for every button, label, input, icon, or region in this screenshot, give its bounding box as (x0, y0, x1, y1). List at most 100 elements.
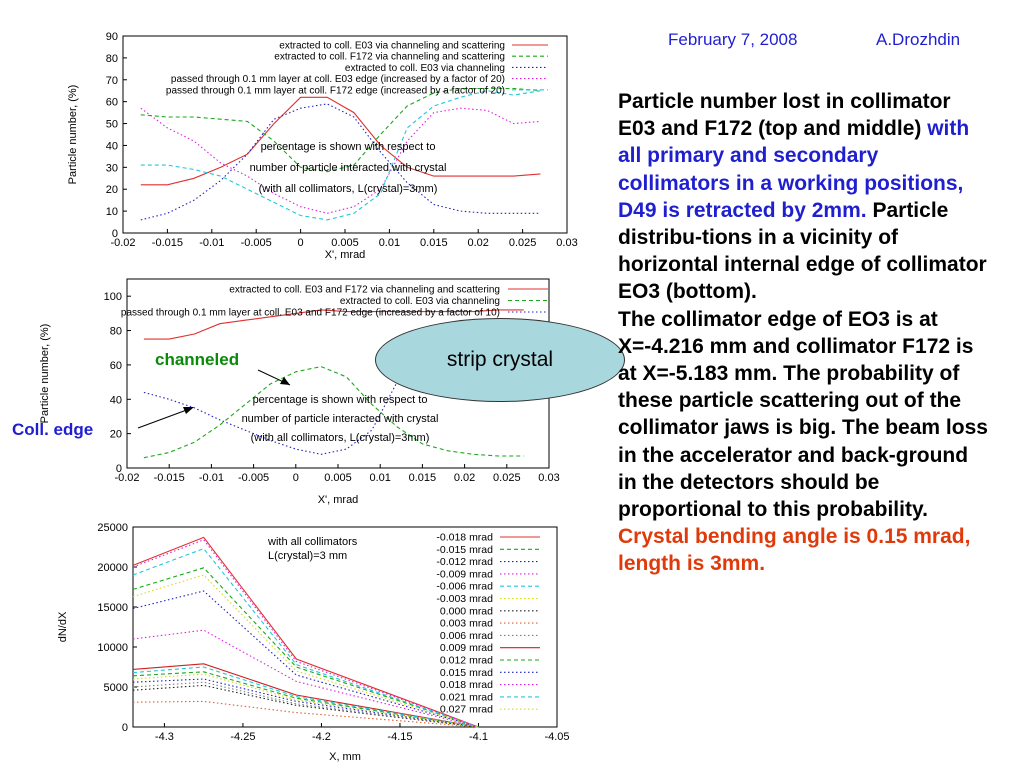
x-tick-label: 0.025 (493, 472, 521, 484)
y-tick-label: 40 (106, 140, 118, 152)
series-line (140, 103, 541, 221)
x-tick-label: -0.02 (110, 237, 135, 249)
x-tick-label: -0.01 (199, 237, 224, 249)
y-tick-label: 0 (112, 228, 118, 240)
series-line (132, 547, 479, 728)
series-line (140, 107, 541, 214)
y-tick-label: 80 (110, 326, 122, 338)
chart-annotation: number of particle interacted with cryst… (250, 162, 447, 174)
x-tick-label: 0.01 (369, 472, 390, 484)
y-tick-label: 70 (106, 75, 118, 87)
channeled-arrow (257, 369, 291, 386)
x-tick-label: -0.005 (238, 472, 269, 484)
x-tick-label: -0.02 (114, 472, 139, 484)
date-header: February 7, 2008 (668, 30, 798, 49)
chart-annotation: percentage is shown with respect to (261, 141, 436, 153)
legend-label: 0.018 mrad (440, 679, 493, 691)
series-line (132, 671, 479, 728)
y-tick-label: 10 (106, 206, 118, 218)
x-tick-label: -4.25 (230, 731, 255, 743)
x-tick-label: 0.015 (409, 472, 437, 484)
legend-label: extracted to coll. E03 via channeling (340, 296, 500, 307)
y-tick-label: 100 (104, 291, 122, 303)
chart-annotation: number of particle interacted with cryst… (242, 413, 439, 425)
legend-label: extracted to coll. F172 via channeling a… (274, 52, 505, 63)
series-line (140, 96, 541, 186)
chart-annotation: (with all collimators, L(crystal)=3mm) (251, 432, 430, 444)
y-axis-label: Particle number, (%) (67, 85, 79, 185)
y-tick-label: 10000 (97, 642, 128, 654)
x-tick-label: 0.03 (556, 237, 577, 249)
strip-crystal-callout: strip crystal (375, 318, 625, 402)
legend-label: 0.021 mrad (440, 691, 493, 703)
x-tick-label: -4.3 (155, 731, 174, 743)
chart-middle: -0.02 -0.015 -0.01 -0.005 0 0.005 0.01 0.015 0.0… (39, 278, 560, 506)
legend-label: -0.015 mrad (436, 544, 493, 556)
x-tick-label: 0.01 (379, 237, 400, 249)
chart-annotation: (with all collimators, L(crystal)=3mm) (259, 183, 438, 195)
series-line (140, 90, 541, 221)
x-tick-label: 0.02 (454, 472, 475, 484)
series-line (132, 666, 479, 728)
y-tick-label: 20 (106, 184, 118, 196)
strip-crystal-label: strip crystal (446, 348, 554, 371)
y-tick-label: 15000 (97, 602, 128, 614)
series-line (132, 567, 479, 728)
y-axis-label: Particle number, (%) (39, 324, 51, 424)
legend-label: passed through 0.1 mm layer at coll. E03… (121, 308, 500, 319)
series-line (132, 536, 479, 728)
channeled-label: channeled (155, 350, 240, 369)
legend-label: -0.006 mrad (436, 581, 493, 593)
x-tick-label: 0.015 (420, 237, 448, 249)
plot-frame (122, 35, 568, 234)
chart-bottom: -4.3 -4.25 -4.2 -4.15 -4.1 -4.05 0 5000 10000 150… (57, 522, 570, 763)
x-axis-label: X, mm (329, 751, 361, 763)
p1-part-c: Particle distribu-tions in a vicinity of… (618, 198, 987, 304)
y-tick-label: 25000 (97, 522, 128, 534)
y-axis-label: dN/dX (57, 611, 69, 642)
legend-label: -0.003 mrad (436, 593, 493, 605)
x-tick-label: -0.005 (241, 237, 272, 249)
x-axis-label: X', mrad (318, 494, 359, 506)
coll-edge-label: Coll. edge (12, 420, 94, 439)
legend-label: extracted to coll. E03 via channeling an… (279, 41, 505, 52)
chart-annotation: L(crystal)=3 mm (268, 550, 347, 562)
x-tick-label: 0.005 (331, 237, 359, 249)
x-tick-label: 0 (293, 472, 299, 484)
x-tick-label: -0.015 (154, 472, 185, 484)
coll-edge-arrow (137, 407, 194, 429)
legend-label: 0.003 mrad (440, 618, 493, 630)
series-line (143, 309, 524, 340)
y-tick-label: 0 (122, 722, 128, 734)
series-line (132, 663, 479, 728)
series-line (132, 700, 479, 728)
legend-label: passed through 0.1 mm layer at coll. E03… (171, 74, 505, 85)
x-tick-label: 0.02 (467, 237, 488, 249)
description-text: Particle number lost in collimator E03 a… (618, 88, 990, 578)
x-tick-label: -4.1 (469, 731, 488, 743)
x-tick-label: -4.2 (312, 731, 331, 743)
paragraph-2: The collimator edge of EO3 is at X=-4.21… (618, 306, 990, 578)
y-tick-label: 5000 (104, 682, 128, 694)
legend-label: 0.006 mrad (440, 630, 493, 642)
legend-label: extracted to coll. E03 and F172 via chan… (229, 285, 500, 296)
x-tick-label: -4.05 (544, 731, 569, 743)
legend-label: 0.027 mrad (440, 704, 493, 716)
series-line (132, 684, 479, 728)
chart-annotation: with all collimators (267, 536, 358, 548)
y-tick-label: 20000 (97, 562, 128, 574)
x-tick-label: -0.01 (199, 472, 224, 484)
series-line (140, 87, 541, 173)
p1-part-b: with all primary and secondary collimato… (618, 117, 970, 222)
legend-label: passed through 0.1 mm layer at coll. F17… (166, 85, 505, 96)
paragraph-1: Particle number lost in collimator E03 a… (618, 88, 990, 306)
y-tick-label: 0 (116, 463, 122, 475)
legend-label: -0.018 mrad (436, 532, 493, 544)
series-line (132, 629, 479, 728)
legend-label: 0.009 mrad (440, 642, 493, 654)
legend-label: 0.000 mrad (440, 605, 493, 617)
x-tick-label: -4.15 (387, 731, 412, 743)
chart-annotation: percentage is shown with respect to (253, 394, 428, 406)
x-tick-label: 0.03 (538, 472, 559, 484)
